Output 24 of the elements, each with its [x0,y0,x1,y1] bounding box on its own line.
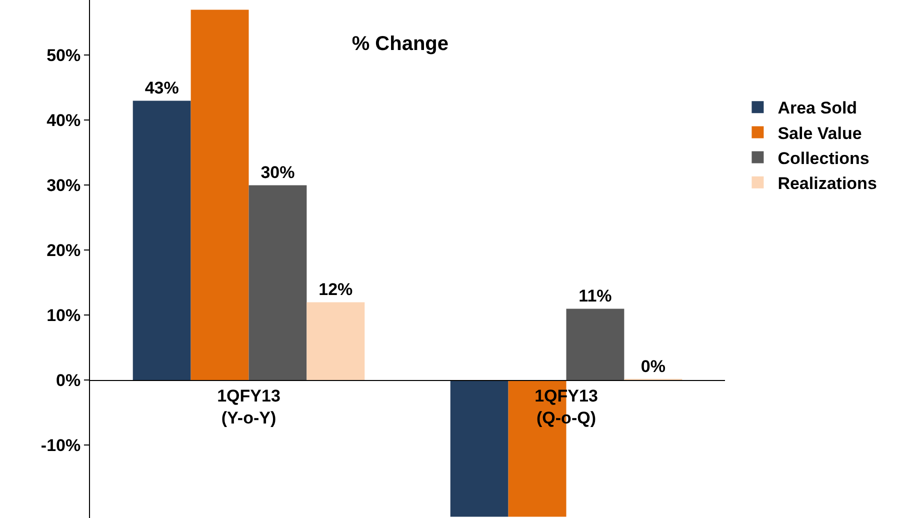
bar [248,185,307,380]
bar [190,10,249,380]
data-label: 12% [318,280,353,300]
y-tick-label: 20% [46,241,81,260]
bar [306,302,365,380]
bar [566,308,624,380]
y-tick-label: 0% [56,371,81,390]
bar [132,100,191,380]
x-tick-label: 1QFY13 (Y-o-Y) [217,386,280,428]
text: % Change [352,33,449,55]
y-tick-label: 10% [46,306,81,326]
y-tick-label: 50% [46,46,81,66]
y-tick-label: -10% [40,436,81,456]
data-label: 11% [578,286,612,306]
y-tick-label: 30% [46,176,81,196]
legend-label: Area Sold [778,98,858,118]
data-label: 30% [260,163,295,182]
legend-label: Collections [778,148,870,168]
y-tick-label: 40% [46,111,81,130]
legend-label: Sale Value [778,124,862,143]
legend-label: Realizations [778,174,877,194]
data-label: 43% [144,78,179,98]
bar [450,380,508,517]
data-label: 0% [640,356,666,376]
